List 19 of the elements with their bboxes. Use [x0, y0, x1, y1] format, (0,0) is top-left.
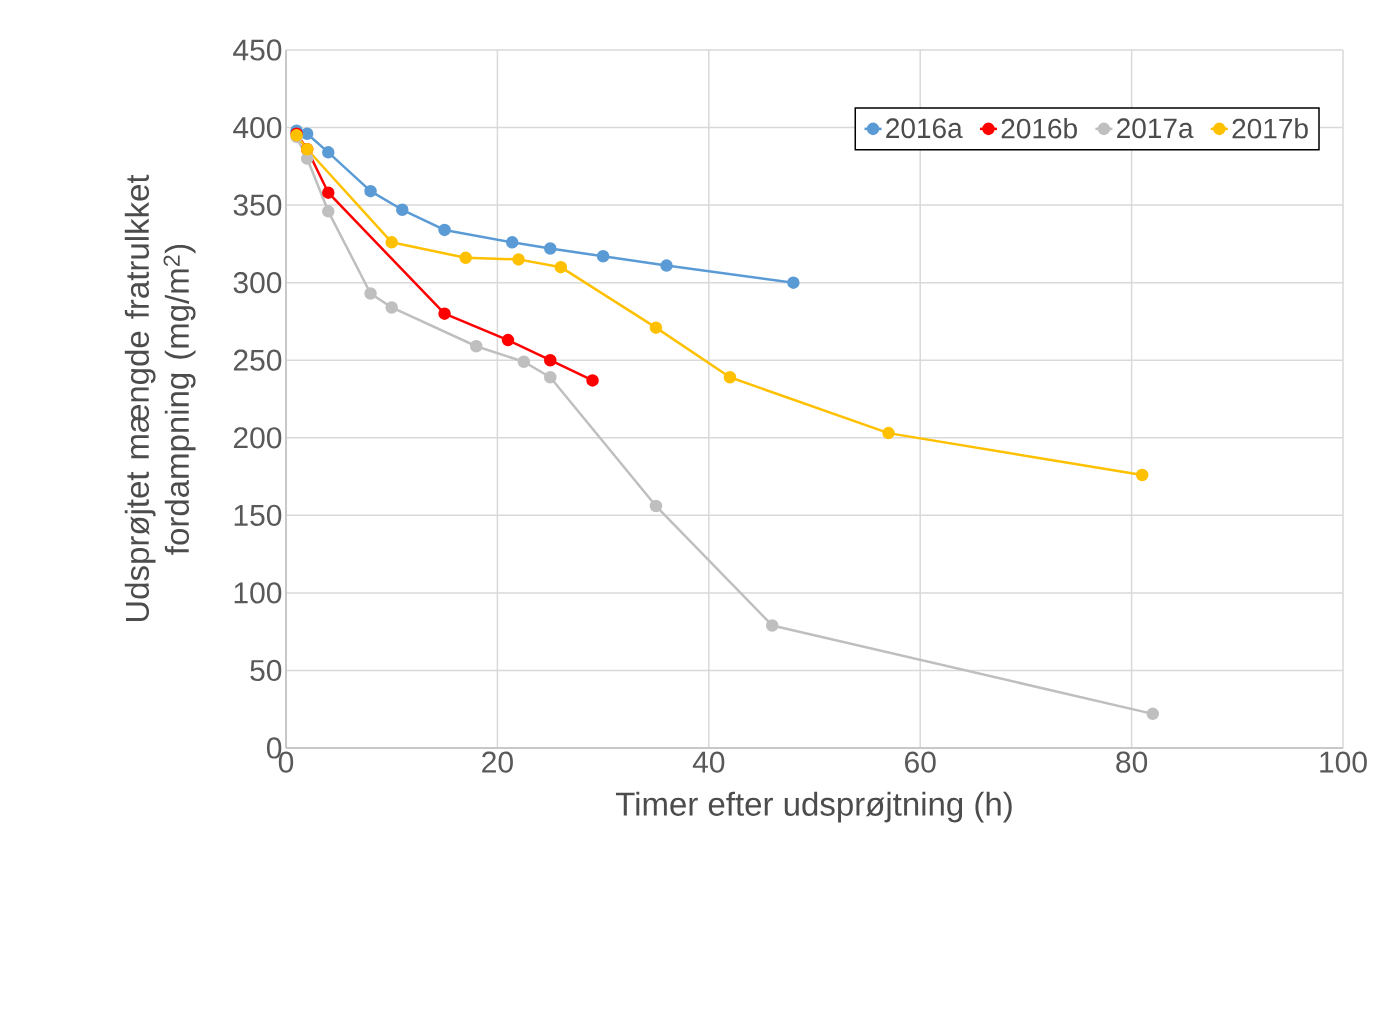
x-axis-title: Timer efter udsprøjtning (h)	[615, 791, 1012, 823]
legend-label: 2016b	[1001, 117, 1077, 139]
y-tick-label: 200	[233, 427, 282, 449]
y-tick-label: 400	[233, 116, 282, 139]
y-tick-label: 250	[233, 349, 282, 371]
x-tick-label: 20	[482, 751, 513, 773]
x-tick-label: 40	[692, 751, 725, 773]
x-tick-label: 80	[1116, 751, 1148, 773]
legend-label: 2017a	[1117, 118, 1194, 139]
y-tick-label: 450	[233, 39, 282, 61]
y-tick-label: 300	[233, 272, 282, 294]
x-tick-label: 100	[1320, 751, 1367, 773]
y-tick-label: 50	[250, 659, 282, 682]
y-tick-label: 150	[234, 504, 282, 526]
y-tick-label: 100	[234, 582, 282, 604]
x-tick-label: 60	[905, 751, 936, 773]
legend-label: 2016a	[886, 118, 963, 139]
legend-label: 2017b	[1232, 117, 1308, 139]
y-tick-label: 350	[233, 194, 282, 216]
